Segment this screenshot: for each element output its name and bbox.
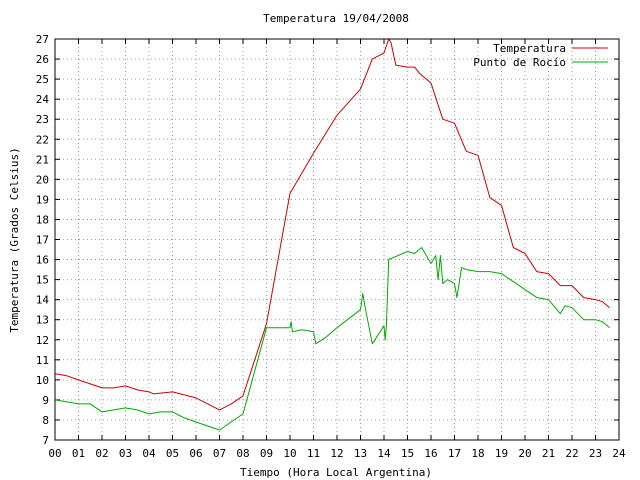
x-tick-label: 17 [448, 447, 461, 460]
y-tick-label: 12 [36, 334, 49, 347]
x-tick-label: 06 [189, 447, 202, 460]
x-tick-label: 04 [142, 447, 156, 460]
grid [54, 38, 620, 441]
y-tick-label: 11 [36, 354, 49, 367]
x-tick-label: 11 [307, 447, 320, 460]
y-tick-label: 16 [36, 254, 49, 267]
y-tick-label: 20 [36, 173, 49, 186]
y-tick-label: 26 [36, 53, 49, 66]
y-tick-label: 17 [36, 234, 49, 247]
x-tick-label: 07 [213, 447, 226, 460]
x-tick-label: 12 [330, 447, 343, 460]
y-tick-label: 10 [36, 374, 49, 387]
x-tick-label: 08 [236, 447, 249, 460]
x-tick-labels: 00 01 02 03 04 05 06 07 08 09 10 11 12 13 14 15 16 17 18 19… [48, 447, 626, 460]
y-tick-label: 9 [42, 394, 49, 407]
y-tick-label: 25 [36, 73, 49, 86]
x-tick-label: 15 [401, 447, 414, 460]
x-tick-label: 13 [354, 447, 367, 460]
legend-label-2: Punto de Rocío [473, 56, 566, 69]
y-tick-label: 13 [36, 314, 49, 327]
x-tick-label: 18 [471, 447, 484, 460]
x-tick-label: 23 [589, 447, 602, 460]
x-tick-label: 03 [119, 447, 132, 460]
y-tick-label: 18 [36, 213, 49, 226]
y-tick-label: 23 [36, 113, 49, 126]
chart-title: Temperatura 19/04/2008 [263, 12, 409, 25]
x-tick-label: 09 [260, 447, 273, 460]
x-tick-label: 02 [95, 447, 108, 460]
x-tick-label: 00 [48, 447, 61, 460]
plot-frame [54, 38, 620, 441]
series-line-1 [54, 38, 610, 411]
y-tick-label: 22 [36, 133, 49, 146]
legend-label-1: Temperatura [493, 42, 566, 55]
y-tick-label: 7 [42, 434, 49, 447]
y-tick-label: 14 [36, 294, 50, 307]
y-tick-label: 21 [36, 153, 49, 166]
series-layer [54, 38, 610, 431]
x-tick-label: 22 [565, 447, 578, 460]
x-tick-label: 05 [166, 447, 179, 460]
x-tick-label: 16 [424, 447, 437, 460]
x-axis-label: Tiempo (Hora Local Argentina) [240, 466, 432, 479]
y-tick-label: 8 [42, 414, 49, 427]
y-axis-label: Temperatura (Grados Celsius) [8, 147, 21, 332]
x-tick-label: 10 [283, 447, 296, 460]
x-tick-label: 21 [542, 447, 555, 460]
x-tick-label: 14 [377, 447, 391, 460]
y-tick-label: 15 [36, 274, 49, 287]
y-tick-label: 24 [36, 93, 50, 106]
x-tick-label: 19 [495, 447, 508, 460]
y-tick-label: 19 [36, 193, 49, 206]
x-tick-label: 01 [72, 447, 85, 460]
y-tick-labels: 7 8 9 10 11 12 13 14 15 16 17 18 19 20 21 22 23 24 25 26 27 [36, 33, 50, 447]
series-line-2 [54, 247, 610, 431]
y-tick-label: 27 [36, 33, 49, 46]
x-tick-label: 24 [612, 447, 626, 460]
x-tick-label: 20 [518, 447, 531, 460]
